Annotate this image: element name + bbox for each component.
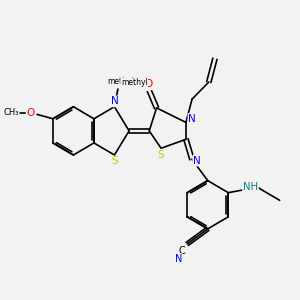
Text: C: C [179,246,185,256]
Text: S: S [112,157,118,166]
Text: methyl: methyl [107,77,134,86]
Text: S: S [157,150,164,160]
Text: O: O [145,79,153,89]
Text: N: N [175,254,182,264]
Text: O: O [26,108,35,118]
Text: CH₃: CH₃ [3,108,19,117]
Text: N: N [193,156,201,166]
Text: N: N [188,114,196,124]
Text: N: N [111,96,118,106]
Text: NH: NH [243,182,258,192]
Text: methyl: methyl [121,78,148,87]
